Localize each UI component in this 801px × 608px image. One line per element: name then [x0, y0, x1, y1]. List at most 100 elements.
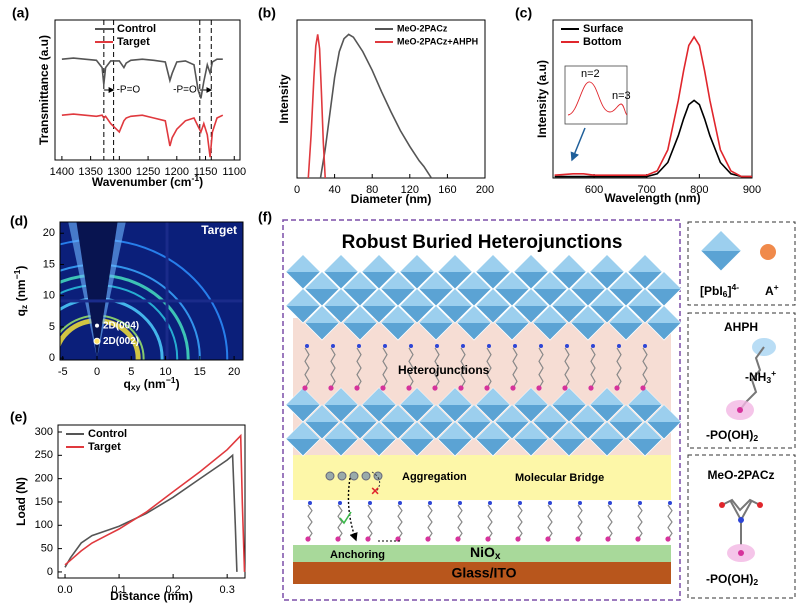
legend-label: [PbI6]4-: [700, 282, 739, 299]
legend-label-part: +: [774, 282, 779, 292]
octahedron-face: [514, 255, 548, 272]
octahedron-face: [305, 272, 339, 289]
layer-label: Heterojunctions: [398, 363, 490, 377]
inset-arrow: [570, 127, 586, 162]
fail-mark: ×: [371, 483, 379, 499]
octahedron-face: [362, 388, 396, 405]
data-line: [307, 34, 326, 179]
meo-cluster: [373, 471, 383, 481]
x-tick-label: 800: [690, 184, 708, 196]
y-tick-label: 300: [35, 426, 53, 438]
y-axis-label-part: ): [14, 266, 28, 270]
octahedron-face: [400, 388, 434, 405]
legend-label-part: 6: [723, 289, 728, 299]
octahedron-face: [381, 272, 415, 289]
diagram-title: Robust Buried Heterojunctions: [342, 232, 623, 253]
octahedron-face: [628, 388, 662, 405]
octahedron-face: [552, 388, 586, 405]
phosphonic-group: [545, 536, 551, 542]
x-tick-label: 600: [585, 184, 603, 196]
octahedron-face: [400, 289, 434, 306]
x-tick-label: 900: [743, 184, 761, 196]
x-axis-label: Distance (mm): [110, 589, 193, 603]
amine-group: [331, 344, 335, 348]
phosphonic-group: [485, 536, 491, 542]
atom: [738, 517, 744, 523]
legend-label: MeO-2PACz+AHPH: [397, 36, 478, 46]
y-tick-label: 50: [41, 543, 53, 555]
y-axis-label-part: (nm: [14, 279, 28, 304]
plot-frame: [57, 424, 246, 579]
legend-label: A+: [765, 282, 779, 298]
molecule-chain: [616, 347, 622, 389]
octahedron-face: [324, 289, 358, 306]
y-tick-label: 0: [49, 352, 55, 364]
octahedron-face: [590, 422, 624, 439]
atom: [737, 407, 743, 413]
molecule-chain: [382, 347, 388, 389]
x-axis-label-part: −1: [166, 375, 176, 385]
y-axis-label: Intensity (a.u): [535, 60, 549, 138]
octahedron-face: [495, 405, 529, 422]
legend-label-part: A: [765, 284, 774, 298]
legend-box: [687, 312, 796, 449]
octahedron-face: [628, 422, 662, 439]
amine-group: [308, 501, 312, 505]
octahedron-face: [495, 272, 529, 289]
octahedron-face: [362, 422, 396, 439]
x-axis-label-part: Wavenumber (cm: [92, 175, 192, 189]
x-tick-label: 40: [328, 184, 340, 196]
molecule-chain: [307, 504, 313, 540]
octahedron-face: [495, 306, 529, 323]
octahedron-face: [324, 255, 358, 272]
x-tick-label: 200: [476, 184, 494, 196]
legend-label: Target: [117, 36, 150, 48]
phosphonic-group: [640, 385, 646, 391]
x-tick-label: 0.2: [165, 584, 180, 596]
phosphonic-group: [484, 385, 490, 391]
molecule-chain: [457, 504, 463, 540]
molecule-chain: [427, 504, 433, 540]
octahedron-face: [362, 255, 396, 272]
amine-group: [487, 344, 491, 348]
amine-group: [461, 344, 465, 348]
legend-label-part: 2: [753, 433, 758, 443]
octahedron-face: [457, 405, 491, 422]
amine-group: [357, 344, 361, 348]
legend-label-part: -PO(OH): [706, 428, 753, 442]
y-tick-label: 150: [35, 496, 53, 508]
amine-group: [428, 501, 432, 505]
octahedron-face: [514, 388, 548, 405]
panel-label: (f): [258, 209, 272, 225]
octahedron-face: [438, 388, 472, 405]
octahedron-face: [628, 289, 662, 306]
legend-label: AHPH: [724, 320, 758, 334]
legend-box: [687, 221, 796, 306]
y-tick-label: 20: [43, 227, 55, 239]
x-axis-label: Wavelength (nm): [604, 191, 700, 205]
layer-label-part: x: [495, 551, 501, 562]
octahedron-face: [286, 289, 320, 306]
x-tick-label: 0.0: [57, 584, 72, 596]
amine-group: [398, 501, 402, 505]
amine-group: [668, 501, 672, 505]
molecule-chain: [408, 347, 414, 389]
x-axis-label-part: -1: [191, 173, 199, 183]
phosphonic-group: [395, 536, 401, 542]
phosphonic-group: [605, 536, 611, 542]
octahedron-face: [400, 255, 434, 272]
x-tick-label: 20: [228, 366, 240, 378]
legend-label-part: [PbI: [700, 284, 723, 298]
atom: [757, 502, 763, 508]
legend-label-part: ]: [727, 284, 731, 298]
octahedron-face: [286, 422, 320, 439]
octahedron-face: [400, 422, 434, 439]
legend-label-part: 3: [766, 375, 771, 385]
octahedron-face: [476, 388, 510, 405]
y-axis-label-part: z: [19, 305, 29, 309]
x-axis-label: qxy (nm−1): [123, 375, 179, 392]
molecule-chain: [304, 347, 310, 389]
octahedron-face: [343, 272, 377, 289]
amine-group: [409, 344, 413, 348]
